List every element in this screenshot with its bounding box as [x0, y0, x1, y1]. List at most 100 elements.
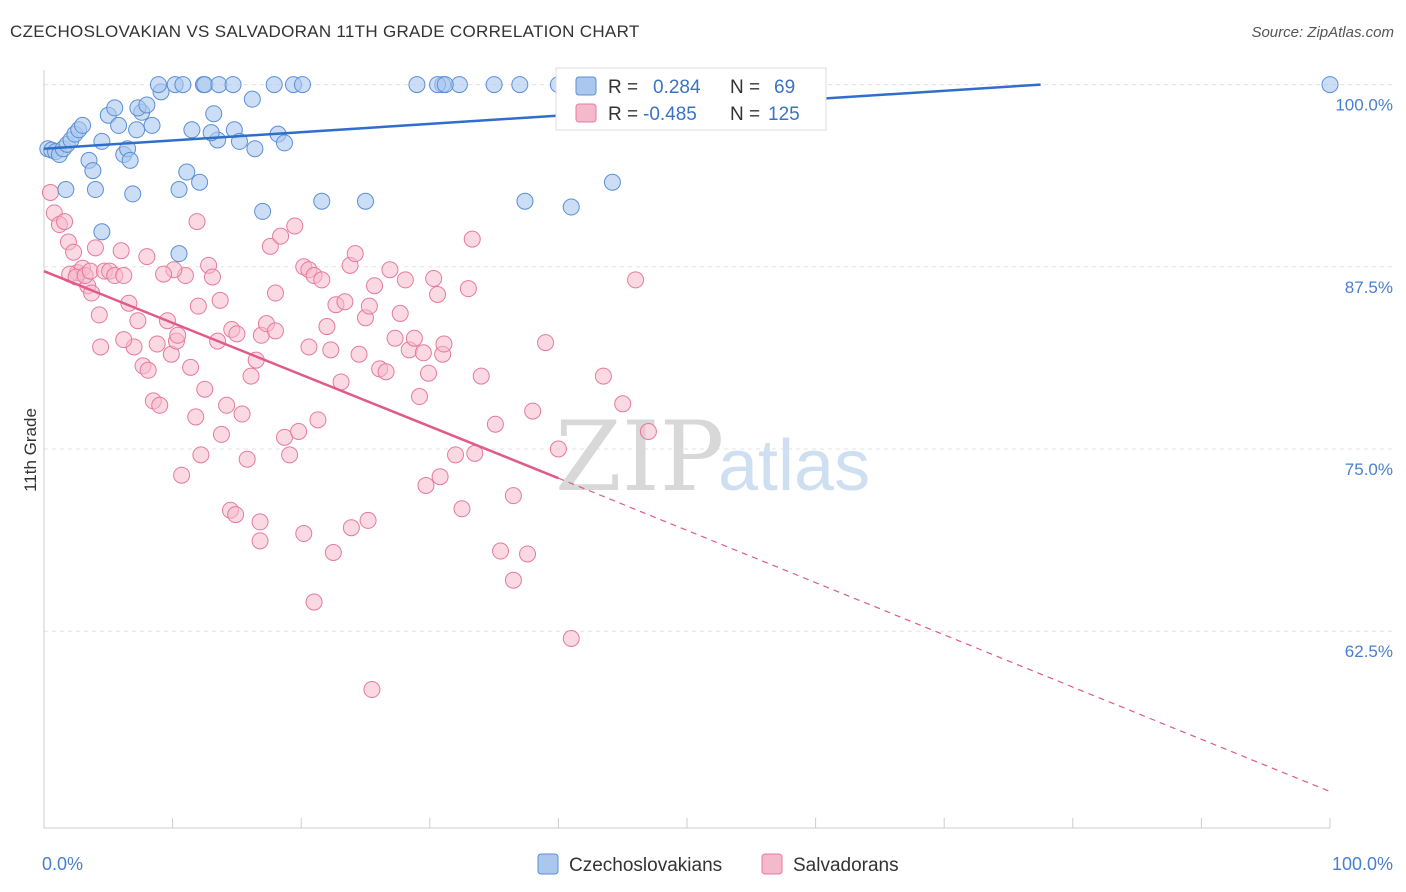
salv-trend-extension [558, 477, 1331, 793]
y-tick-labels: 62.5% 75.0% 87.5% 100.0% [1335, 96, 1393, 662]
salvadoran-point [435, 335, 453, 353]
czech-point [450, 76, 468, 94]
czech-point [243, 90, 261, 108]
watermark-zip: ZIP [555, 401, 724, 513]
czech-point [210, 76, 228, 94]
salvadoran-point [182, 358, 200, 376]
y-tick-label: 75.0% [1345, 460, 1393, 479]
salvadoran-point [322, 341, 340, 359]
salvadoran-point [196, 380, 214, 398]
czech-point [93, 132, 111, 150]
series-legend-salv-label: Salvadorans [793, 855, 899, 876]
czech-point [74, 116, 92, 134]
series-legend-czech-label: Czechoslovakians [569, 855, 722, 876]
legend-czech-r-value: 0.284 [653, 77, 701, 98]
czech-point [149, 76, 167, 94]
y-tick-label: 100.0% [1335, 96, 1393, 115]
y-axis-label: 11th Grade [21, 408, 40, 492]
salvadoran-point [41, 183, 59, 201]
salvadoran-point [129, 312, 147, 330]
salvadoran-point [189, 297, 207, 315]
stats-legend-box [555, 67, 827, 131]
salvadoran-point [504, 487, 522, 505]
salvadoran-point [594, 367, 612, 385]
salvadoran-point [519, 545, 537, 563]
czech-point [93, 223, 111, 241]
salvadoran-point [212, 425, 230, 443]
salvadoran-point [486, 415, 504, 433]
salvadoran-point [272, 227, 290, 245]
chart-title: CZECHOSLOVAKIAN VS SALVADORAN 11TH GRADE… [10, 22, 640, 41]
salvadoran-point [65, 243, 83, 261]
salvadoran-point [56, 213, 74, 231]
trend-lines [43, 83, 1331, 793]
salvadoran-point [336, 293, 354, 311]
czech-point [86, 181, 104, 199]
legend-salv-r-label: R = [608, 104, 638, 125]
czech-point [313, 192, 331, 210]
salvadoran-point [377, 363, 395, 381]
czech-point [275, 134, 293, 152]
salvadoran-point [463, 230, 481, 248]
salvadoran-point [472, 367, 490, 385]
salvadoran-point [218, 396, 236, 414]
czech-point [562, 198, 580, 216]
czech-point [110, 116, 128, 134]
czech-point [170, 181, 188, 199]
salvadoran-point [295, 525, 313, 543]
salvadoran-point [228, 325, 246, 343]
czech-point [170, 245, 188, 263]
czech-point [106, 99, 124, 117]
czech-point [124, 185, 142, 203]
salvadoran-point [453, 500, 471, 518]
salvadoran-point [139, 361, 157, 379]
salvadoran-point [148, 335, 166, 353]
salvadoran-point [173, 466, 191, 484]
salvadoran-point [151, 396, 169, 414]
salvadoran-point [203, 268, 221, 286]
czech-point [174, 76, 192, 94]
salvadoran-point [261, 237, 279, 255]
series-legend-salv-swatch [761, 853, 783, 875]
salvadoran-point [411, 388, 429, 406]
salvadoran-point [92, 338, 110, 356]
salvadoran-point [324, 543, 342, 561]
legend-czech-n-label: N = [730, 77, 760, 98]
salvadoran-point [251, 513, 269, 531]
y-tick-label: 87.5% [1345, 278, 1393, 297]
salvadoran-point [425, 269, 443, 287]
salvadoran-point [614, 395, 632, 413]
source-label: Source: ZipAtlas.com [1251, 24, 1394, 41]
salvadoran-point [115, 331, 133, 349]
czech-trend-line [43, 83, 1041, 150]
salvadoran-point [360, 297, 378, 315]
watermark-atlas: atlas [718, 426, 870, 506]
czech-point [603, 173, 621, 191]
grid [44, 84, 1395, 632]
salvadoran-point [275, 428, 293, 446]
czech-point [436, 76, 454, 94]
salvadoran-point [305, 593, 323, 611]
salvadoran-point [537, 334, 555, 352]
salvadoran-point [266, 284, 284, 302]
salvadoran-point [417, 476, 435, 494]
y-tick-label: 62.5% [1345, 642, 1393, 661]
czech-point [224, 76, 242, 94]
salvadoran-point [290, 423, 308, 441]
salvadoran-point [391, 304, 409, 322]
czech-point [511, 76, 529, 94]
legend-salv-r-value: -0.485 [643, 104, 697, 125]
salvadoran-point [211, 291, 229, 309]
legend-salv-n-label: N = [730, 104, 760, 125]
legend-czech-n-value: 69 [774, 77, 795, 98]
salvadoran-point [386, 329, 404, 347]
salvadoran-point [300, 338, 318, 356]
salvadoran-point [90, 306, 108, 324]
salvadoran-point [524, 402, 542, 420]
czech-point [183, 121, 201, 139]
salvadoran-point [447, 446, 465, 464]
legend-salv-n-value: 125 [768, 104, 800, 125]
salvadoran-point [313, 271, 331, 289]
salvadoran-point [266, 322, 284, 340]
salvadoran-point [350, 345, 368, 363]
